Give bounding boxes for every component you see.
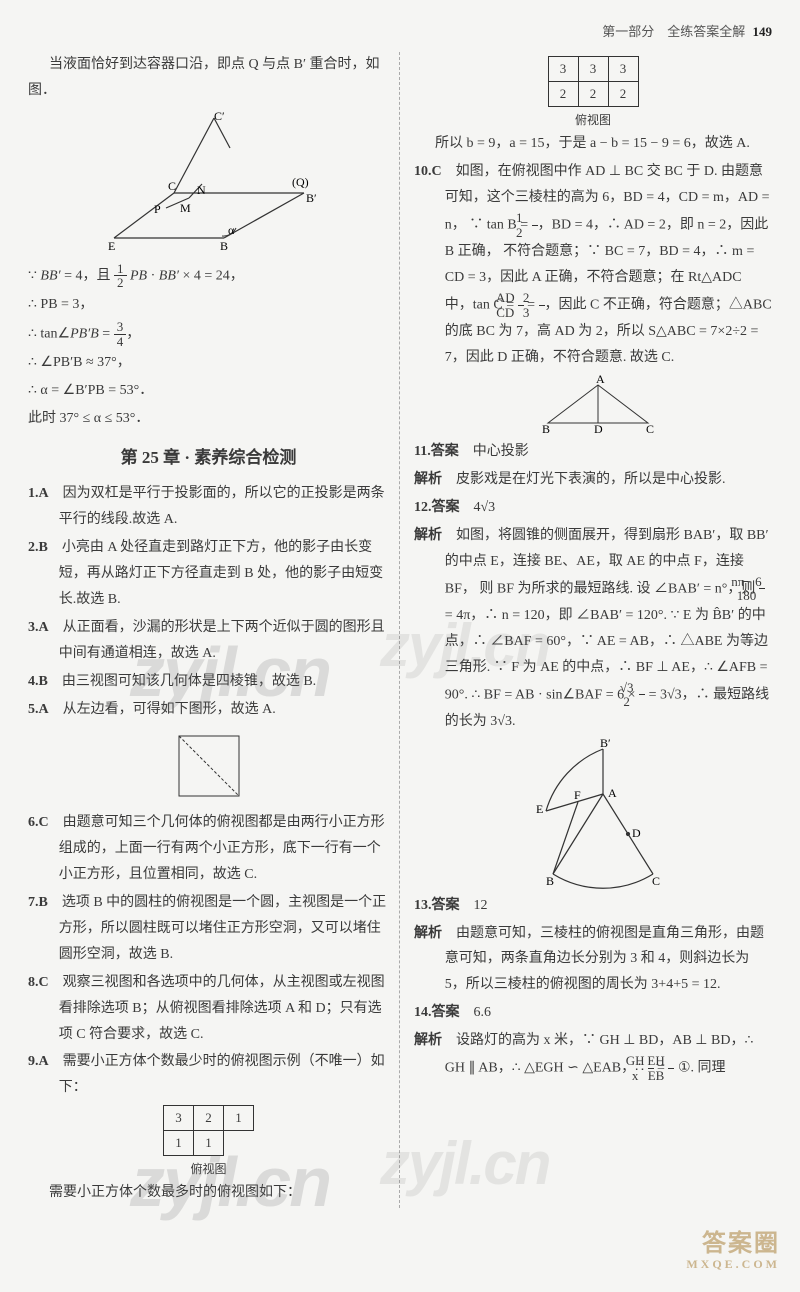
figure-triangle-adc: A B D C bbox=[518, 375, 668, 435]
svg-text:F: F bbox=[574, 788, 581, 802]
table-top-max: 333 222 bbox=[548, 56, 639, 107]
svg-text:D: D bbox=[594, 422, 603, 435]
item-8: 8.C 观察三视图和各选项中的几何体，从主视图或左视图看排除选项 B；从俯视图看… bbox=[28, 970, 389, 1048]
eq-line-3: ∴ tan∠PB′B = 34， bbox=[28, 320, 389, 348]
figure-sector: B′ E F A D B C bbox=[508, 739, 678, 889]
figure-prism: C′ C P M N (Q) B′ E B α bbox=[94, 108, 324, 258]
svg-text:C: C bbox=[652, 874, 660, 888]
item-14-exp: 解析 设路灯的高为 x 米，∵ GH ⊥ BD，AB ⊥ BD，∴ GH ∥ A… bbox=[414, 1028, 772, 1082]
item-1: 1.A 因为双杠是平行于投影面的，所以它的正投影是两条平行的线段.故选 A. bbox=[28, 481, 389, 533]
page-number: 149 bbox=[753, 24, 773, 39]
eq-line-4: ∴ ∠PB′B ≈ 37°， bbox=[28, 350, 389, 376]
page-header: 第一部分 全练答案全解 149 bbox=[28, 20, 772, 44]
svg-text:A: A bbox=[596, 375, 605, 386]
lbl-C: C bbox=[168, 179, 176, 193]
item-6: 6.C 由题意可知三个几何体的俯视图都是由两行小正方形组成的，上面一行有两个小正… bbox=[28, 810, 389, 888]
intro-text: 当液面恰好到达容器口沿，即点 Q 与点 B′ 重合时，如图． bbox=[28, 52, 389, 104]
item-2: 2.B 小亮由 A 处径直走到路灯正下方，他的影子由长变短，再从路灯正下方径直走… bbox=[28, 535, 389, 613]
svg-text:E: E bbox=[536, 802, 543, 816]
lbl-B: B bbox=[220, 239, 228, 253]
left-column: 当液面恰好到达容器口沿，即点 Q 与点 B′ 重合时，如图． C′ C P M … bbox=[28, 52, 400, 1208]
answer-stamp: 答案圈 MXQE.COM bbox=[686, 1231, 780, 1272]
svg-text:B: B bbox=[546, 874, 554, 888]
table-max-caption: 俯视图 bbox=[414, 109, 772, 131]
item-3: 3.A 从正面看，沙漏的形状是上下两个近似于圆的图形且中间有通道相连，故选 A. bbox=[28, 615, 389, 667]
lbl-M: M bbox=[180, 201, 191, 215]
lbl-N: N bbox=[197, 183, 206, 197]
item-13: 13.答案 12 bbox=[414, 893, 772, 919]
item-12-exp: 解析 如图，将圆锥的侧面展开，得到扇形 BAB′，取 BB′ 的中点 E，连接 … bbox=[414, 523, 772, 735]
figure-square-diag bbox=[164, 726, 254, 806]
lbl-Bprime: B′ bbox=[306, 191, 317, 205]
stamp-url: MXQE.COM bbox=[686, 1258, 780, 1272]
item-10: 10.C 如图，在俯视图中作 AD ⊥ BC 交 BC 于 D. 由题意可知，这… bbox=[414, 159, 772, 371]
item-7: 7.B 选项 B 中的圆柱的俯视图是一个圆，主视图是一个正方形，所以圆柱既可以堵… bbox=[28, 890, 389, 968]
eq-line-6: 此时 37° ≤ α ≤ 53°． bbox=[28, 406, 389, 432]
after-table-text: 所以 b = 9，a = 15，于是 a − b = 15 − 9 = 6，故选… bbox=[414, 131, 772, 157]
svg-text:B′: B′ bbox=[600, 739, 611, 750]
lbl-alpha: α bbox=[228, 223, 235, 237]
eq-line-2: ∴ PB = 3， bbox=[28, 292, 389, 318]
stamp-name: 答案圈 bbox=[702, 1231, 780, 1257]
svg-text:C: C bbox=[646, 422, 654, 435]
svg-text:B: B bbox=[542, 422, 550, 435]
table-top-min: 321 11 bbox=[163, 1105, 254, 1156]
lbl-Cprime: C′ bbox=[214, 109, 225, 123]
item-12: 12.答案 4√3 bbox=[414, 495, 772, 521]
item-11-exp: 解析 皮影戏是在灯光下表演的，所以是中心投影. bbox=[414, 467, 772, 493]
table-min-caption: 俯视图 bbox=[28, 1158, 389, 1180]
eq-line-1: ∵ BB′ = 4，且 12 PB · BB′ × 4 = 24， bbox=[28, 262, 389, 290]
lbl-P: P bbox=[154, 202, 161, 216]
item-13-exp: 解析 由题意可知，三棱柱的俯视图是直角三角形，由题意可知，两条直角边长分别为 3… bbox=[414, 921, 772, 999]
item-14: 14.答案 6.6 bbox=[414, 1000, 772, 1026]
lbl-Q: (Q) bbox=[292, 175, 309, 189]
item-11: 11.答案 中心投影 bbox=[414, 439, 772, 465]
chapter-heading: 第 25 章 · 素养综合检测 bbox=[28, 442, 389, 473]
item-9: 9.A 需要小正方体个数最少时的俯视图示例（不唯一）如下： bbox=[28, 1049, 389, 1101]
lbl-E: E bbox=[108, 239, 115, 253]
item-5: 5.A 从左边看，可得如下图形，故选 A. bbox=[28, 697, 389, 723]
item-9-tail: 需要小正方体个数最多时的俯视图如下： bbox=[28, 1180, 389, 1206]
svg-text:A: A bbox=[608, 786, 617, 800]
section-title: 第一部分 全练答案全解 bbox=[602, 24, 745, 39]
item-4: 4.B 由三视图可知该几何体是四棱锥，故选 B. bbox=[28, 669, 389, 695]
svg-text:D: D bbox=[632, 826, 641, 840]
right-column: 333 222 俯视图 所以 b = 9，a = 15，于是 a − b = 1… bbox=[400, 52, 772, 1208]
eq-line-5: ∴ α = ∠B′PB = 53°． bbox=[28, 378, 389, 404]
